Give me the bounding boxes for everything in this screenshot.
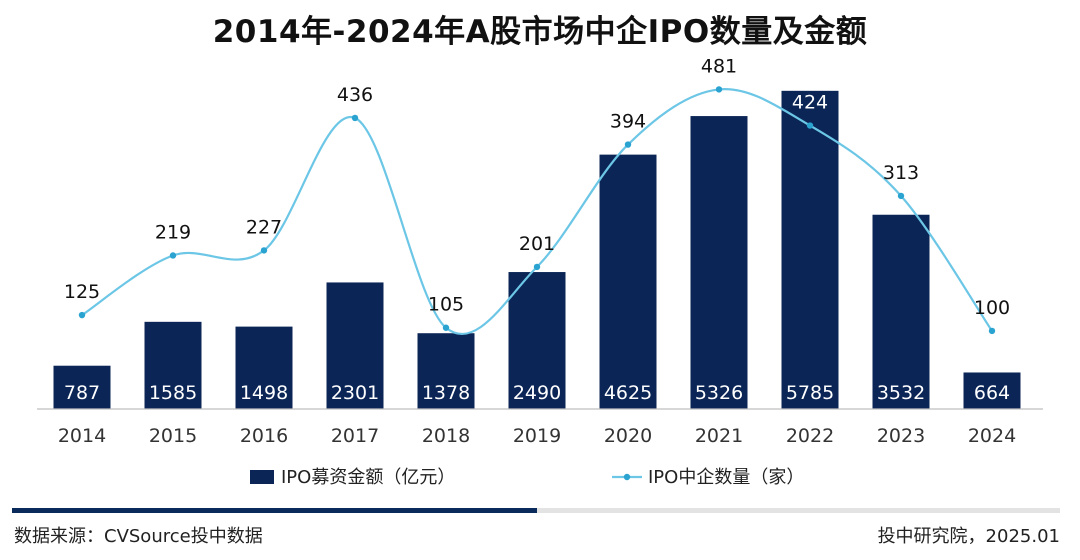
bar-label-2016: 1498 <box>240 382 288 404</box>
bar-2016 <box>235 326 293 409</box>
footer-divider <box>12 508 1060 513</box>
x-tick-2014: 2014 <box>58 425 106 447</box>
bar-2020 <box>599 154 657 409</box>
bar-label-2023: 3532 <box>877 382 925 404</box>
x-tick-2019: 2019 <box>513 425 561 447</box>
bar-label-2020: 4625 <box>604 382 652 404</box>
line-point-2018 <box>442 324 450 331</box>
x-tick-2022: 2022 <box>786 425 834 447</box>
x-tick-2017: 2017 <box>331 425 379 447</box>
line-point-2021 <box>715 86 723 93</box>
x-tick-2016: 2016 <box>240 425 288 447</box>
line-series: 125 219 227 436 105 201 394 481 424 313 100 <box>64 55 1010 335</box>
bar-label-2022: 5785 <box>786 382 834 404</box>
line-point-2016 <box>260 247 268 254</box>
bar-2017 <box>326 282 384 409</box>
bar-2024 <box>963 372 1021 409</box>
bar-2022 <box>781 90 839 409</box>
chart-plot: 787 1585 1498 2301 1378 2490 4625 5326 5785 3532 6… <box>37 55 1043 488</box>
bar-label-2017: 2301 <box>331 382 379 404</box>
line-path-ipo-count <box>81 88 993 335</box>
bar-label-2019: 2490 <box>513 382 561 404</box>
line-label-2014: 125 <box>64 281 100 303</box>
chart-title: 2014年-2024年A股市场中企IPO数量及金额 <box>212 14 868 50</box>
x-tick-2015: 2015 <box>149 425 197 447</box>
x-tick-2021: 2021 <box>695 425 743 447</box>
line-point-2014 <box>78 311 86 319</box>
bar-label-2021: 5326 <box>695 382 743 404</box>
line-point-2019 <box>533 263 541 271</box>
bar-label-2014: 787 <box>64 382 100 404</box>
line-point-2024 <box>988 327 996 335</box>
legend-line-marker <box>623 473 631 481</box>
line-label-2022: 424 <box>792 92 828 114</box>
bar-series: 787 1585 1498 2301 1378 2490 4625 5326 5785 3532 6… <box>53 90 1021 409</box>
footer-credit: 投中研究院，2025.01 <box>877 526 1060 547</box>
bar-label-2018: 1378 <box>422 382 470 404</box>
line-label-2019: 201 <box>519 233 555 255</box>
legend-bar-swatch <box>250 470 274 484</box>
legend-line-label: IPO中企数量（家） <box>648 467 804 488</box>
line-label-2023: 313 <box>883 162 919 184</box>
x-tick-2023: 2023 <box>877 425 925 447</box>
line-point-2015 <box>169 252 177 259</box>
x-tick-labels: 2014 2015 2016 2017 2018 2019 2020 2021 2022 2023… <box>58 425 1016 447</box>
bar-2021 <box>690 116 748 409</box>
bar-2018 <box>417 333 475 409</box>
line-point-2022 <box>806 122 814 129</box>
bar-2023 <box>872 214 930 409</box>
line-label-2021: 481 <box>701 55 737 77</box>
x-tick-2024: 2024 <box>968 425 1016 447</box>
line-label-2016: 227 <box>246 216 282 238</box>
bar-2014 <box>53 365 111 409</box>
line-label-2024: 100 <box>974 297 1010 319</box>
x-tick-2020: 2020 <box>604 425 652 447</box>
line-point-2023 <box>897 192 905 200</box>
line-label-2020: 394 <box>610 111 646 133</box>
bar-2015 <box>144 321 202 409</box>
line-point-2020 <box>624 141 632 148</box>
line-point-2017 <box>351 114 359 122</box>
legend: IPO募资金额（亿元） IPO中企数量（家） <box>250 467 804 488</box>
legend-bar-label: IPO募资金额（亿元） <box>281 467 455 488</box>
line-label-2018: 105 <box>428 294 464 316</box>
bar-label-2015: 1585 <box>149 382 197 404</box>
footer-source: 数据来源：CVSource投中数据 <box>14 526 263 547</box>
bar-label-2024: 664 <box>974 382 1010 404</box>
x-tick-2018: 2018 <box>422 425 470 447</box>
line-label-2015: 219 <box>155 221 191 243</box>
bar-2019 <box>508 272 566 409</box>
line-label-2017: 436 <box>337 84 373 106</box>
